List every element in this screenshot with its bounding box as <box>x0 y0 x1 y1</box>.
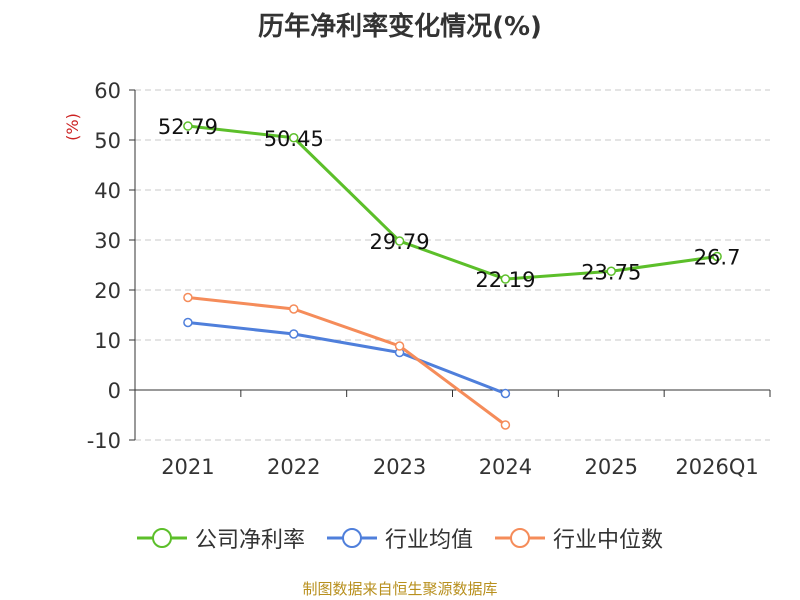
axes: -10 0 10 20 30 40 50 60 (%) 2021 2022 2023 2024 2025 2… <box>63 79 771 479</box>
y-tick-label-7: 60 <box>94 79 121 103</box>
legend-item-1[interactable]: 行业均值 <box>326 522 473 554</box>
legend-item-2[interactable]: 行业中位数 <box>495 522 663 554</box>
data-label-0-3: 22.19 <box>475 268 535 292</box>
data-labels: 52.79 50.45 29.79 22.19 23.75 26.7 <box>158 115 741 292</box>
data-point-1-1 <box>289 329 299 339</box>
data-point-2-3 <box>500 420 511 430</box>
legend-label-1: 行业均值 <box>384 528 473 553</box>
data-label-0-1: 50.45 <box>264 127 324 151</box>
x-tick-label-0: 2021 <box>161 455 214 479</box>
data-point-1-3 <box>500 388 511 399</box>
data-point-0-5 <box>712 251 722 262</box>
series-line-2 <box>187 296 507 427</box>
series-line-0 <box>187 124 718 281</box>
y-tick-label-3: 20 <box>94 279 121 303</box>
legend-item-0[interactable]: 公司净利率 <box>136 522 305 554</box>
x-tick-label-3: 2024 <box>479 455 532 479</box>
x-tick-label-1: 2022 <box>267 455 320 479</box>
data-point-0-2 <box>394 236 405 246</box>
y-tick-label-6: 50 <box>94 129 121 153</box>
data-label-0-5: 26.7 <box>694 246 741 270</box>
y-tick-label-2: 10 <box>94 329 121 353</box>
x-tick-label-2: 2023 <box>373 455 426 479</box>
y-tick-label-4: 30 <box>94 229 121 253</box>
data-point-0-3 <box>500 274 511 284</box>
legend: 公司净利率 行业均值 行业中位数 <box>0 518 800 558</box>
legend-marker-1 <box>326 528 377 548</box>
data-label-0-4: 23.75 <box>581 260 641 284</box>
data-point-0-0 <box>183 121 193 131</box>
y-tick-label-1: 0 <box>108 379 121 403</box>
data-label-0-0: 52.79 <box>158 115 218 139</box>
data-point-0-1 <box>289 133 299 143</box>
series-lines <box>183 121 722 430</box>
y-axis-label: (%) <box>63 113 82 141</box>
series-line-1 <box>187 321 506 395</box>
legend-marker-2 <box>495 528 545 548</box>
x-tick-label-4: 2025 <box>585 455 638 479</box>
legend-label-0: 公司净利率 <box>194 528 305 553</box>
data-point-2-2 <box>394 341 405 351</box>
y-tick-label-0: -10 <box>87 429 121 453</box>
data-point-0-4 <box>606 266 616 276</box>
grid-lines <box>135 89 770 441</box>
y-tick-label-5: 40 <box>94 179 121 203</box>
legend-label-2: 行业中位数 <box>553 528 664 553</box>
legend-marker-0 <box>136 528 187 548</box>
data-point-2-0 <box>183 292 193 303</box>
x-tick-label-5: 2026Q1 <box>675 455 758 479</box>
source-note: 制图数据来自恒生聚源数据库 <box>302 580 498 598</box>
chart-title: 历年净利率变化情况(%) <box>258 12 542 42</box>
data-label-0-2: 29.79 <box>370 230 430 254</box>
data-point-1-0 <box>183 317 193 328</box>
data-point-2-1 <box>289 304 299 314</box>
